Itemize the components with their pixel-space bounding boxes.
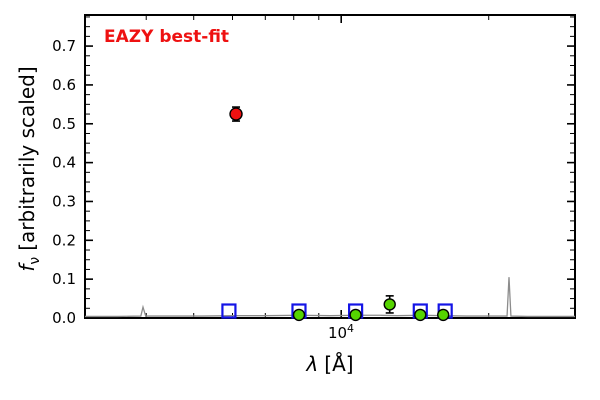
x-tick-exponent: 4 <box>347 322 355 335</box>
lambda-symbol: λ <box>306 352 319 376</box>
model-photometry-marker <box>221 303 237 319</box>
y-tick-label: 0.5 <box>52 115 76 133</box>
plot-frame <box>84 14 576 319</box>
x-tick-base: 10 <box>327 324 348 342</box>
model-spectrum <box>85 277 575 318</box>
outlier-point <box>229 106 243 122</box>
observed-photometry-marker <box>383 298 396 311</box>
y-tick-label: 0.7 <box>52 37 76 55</box>
y-tick-label: 0.6 <box>52 76 76 94</box>
y-axis-label: fν [arbitrarily scaled] <box>15 19 43 319</box>
x-tick-label-1e4: 104 <box>311 322 371 342</box>
observed-photometry <box>292 295 450 322</box>
observed-photometry-marker <box>292 308 306 322</box>
x-axis-label: λ [Å] <box>85 352 575 376</box>
fit-label: EAZY best-fit <box>104 27 230 47</box>
observed-photometry-marker <box>437 308 450 322</box>
observed-photometry-marker <box>414 308 427 322</box>
x-axis-units: [Å] <box>324 352 354 376</box>
observed-photometry-marker <box>349 308 362 322</box>
fnu-symbol: f <box>15 264 39 272</box>
y-tick-label: 0.3 <box>52 192 76 210</box>
outlier-point-marker <box>229 107 243 121</box>
y-tick-label: 0.0 <box>52 309 76 327</box>
y-tick-label: 0.1 <box>52 270 76 288</box>
y-tick-label: 0.2 <box>52 231 76 249</box>
y-axis-units: [arbitrarily scaled] <box>15 66 39 251</box>
fnu-subscript: ν <box>27 256 43 265</box>
y-tick-label: 0.4 <box>52 154 76 172</box>
